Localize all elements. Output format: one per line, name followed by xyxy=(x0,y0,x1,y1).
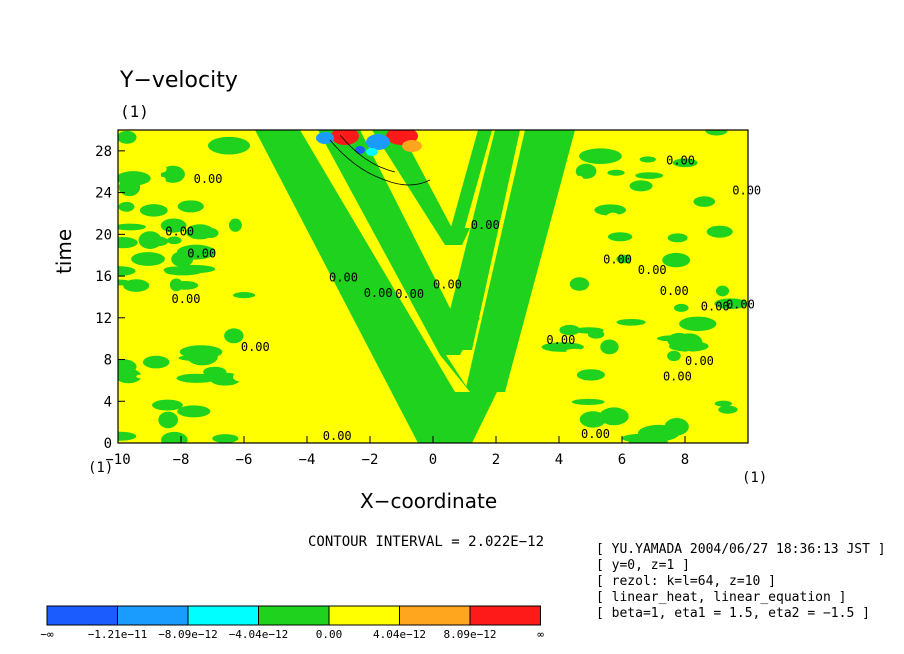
info-line: [ YU.YAMADA 2004/06/27 18:36:13 JST ] xyxy=(596,542,886,557)
x-tick-label: 2 xyxy=(492,452,500,468)
x-tick-label: 6 xyxy=(618,452,626,468)
v-band-green-outer-right xyxy=(465,130,575,392)
colorbar-label: −4.04e−12 xyxy=(228,628,289,641)
colorbar-label: 4.04e−12 xyxy=(373,628,426,641)
v-band-green-inner-right xyxy=(440,130,520,350)
y-tick-label: 16 xyxy=(95,269,112,285)
colorbar-label: 8.09e−12 xyxy=(443,628,497,641)
contour-label: 0.00 xyxy=(701,299,730,313)
contour-label: 0.00 xyxy=(241,340,270,354)
y-axis-label: time xyxy=(52,228,76,274)
contour-label: 0.00 xyxy=(603,253,632,267)
info-line: [ y=0, z=1 ] xyxy=(596,558,690,573)
contour-label: 0.00 xyxy=(433,278,462,292)
x-tick-label: −8 xyxy=(173,452,190,468)
colorbar-label: 0.00 xyxy=(315,628,343,641)
x-tick-label: 0 xyxy=(429,452,437,468)
x-tick-label: 4 xyxy=(555,452,563,468)
contour-label: 0.00 xyxy=(726,297,755,311)
y-tick-label: 12 xyxy=(95,311,112,327)
v-band-green-outer xyxy=(255,130,497,443)
contour-label: 0.00 xyxy=(638,263,667,277)
title-unit: (1) xyxy=(120,102,149,121)
contour-label: 0.00 xyxy=(395,287,424,301)
colorbar-bin xyxy=(46,605,118,626)
info-line: [ linear_heat, linear_equation ] xyxy=(596,590,847,605)
contour-label: 0.00 xyxy=(685,354,714,368)
colorbar-bin xyxy=(258,605,330,626)
x-axis-label: X−coordinate xyxy=(360,489,498,513)
contour-label: 0.00 xyxy=(660,284,689,298)
contour-label: 0.00 xyxy=(172,292,201,306)
y-tick-label: 4 xyxy=(104,394,112,410)
y-tick-label: 28 xyxy=(95,144,112,160)
colorbar-bin xyxy=(399,605,471,626)
contour-label: 0.00 xyxy=(546,333,575,347)
x-tick-label: −6 xyxy=(236,452,253,468)
contour-label: 0.00 xyxy=(471,218,500,232)
colorbar-bin xyxy=(117,605,189,626)
axis-ticks xyxy=(117,150,686,444)
y-tick-label: 8 xyxy=(104,353,112,369)
info-line: [ rezol: k=l=64, z=10 ] xyxy=(596,574,777,589)
x-unit-right: (1) xyxy=(742,470,768,486)
noise-patches xyxy=(118,130,748,443)
colorbar-label: ∞ xyxy=(537,628,544,641)
y-tick-label: 0 xyxy=(104,436,112,452)
x-tick-label: −2 xyxy=(362,452,379,468)
colorbar-bin xyxy=(187,605,259,626)
v-band-yellow-channel xyxy=(300,130,470,392)
contour-field xyxy=(118,130,748,443)
contour-value-labels: 0.000.000.000.000.000.000.000.00 0.000.00… xyxy=(165,153,761,442)
contour-label: 0.00 xyxy=(194,172,223,186)
color-bar xyxy=(46,605,541,626)
v-band-green-inner xyxy=(318,130,480,355)
x-unit-left: (1) xyxy=(88,460,114,476)
contour-label: 0.00 xyxy=(187,246,216,260)
v-band-green-core-right xyxy=(448,130,492,238)
top-wave-packet xyxy=(316,130,431,186)
contour-label: 0.00 xyxy=(364,286,393,300)
colorbar-bin xyxy=(469,605,541,626)
chart-title: Y−velocity xyxy=(120,68,238,93)
contour-label: 0.00 xyxy=(663,369,692,383)
v-band-green-core xyxy=(372,130,470,245)
x-tick-label: −4 xyxy=(299,452,316,468)
x-tick-label: 8 xyxy=(681,452,689,468)
y-tick-label: 24 xyxy=(95,186,112,202)
contour-label: 0.00 xyxy=(323,429,352,443)
colorbar-label: −∞ xyxy=(40,628,54,641)
contour-label: 0.00 xyxy=(329,270,358,284)
info-line: [ beta=1, eta1 = 1.5, eta2 = −1.5 ] xyxy=(596,606,870,621)
contour-interval-text: CONTOUR INTERVAL = 2.022E−12 xyxy=(308,534,545,550)
contour-label: 0.00 xyxy=(165,224,194,238)
contour-label: 0.00 xyxy=(732,184,761,198)
colorbar-label: −8.09e−12 xyxy=(158,628,218,641)
contour-label: 0.00 xyxy=(581,427,610,441)
x-tick-label: −10 xyxy=(105,452,130,468)
colorbar-bin xyxy=(328,605,400,626)
colorbar-label: −1.21e−11 xyxy=(87,628,148,641)
contour-label: 0.00 xyxy=(666,153,695,167)
y-tick-label: 20 xyxy=(95,227,112,243)
